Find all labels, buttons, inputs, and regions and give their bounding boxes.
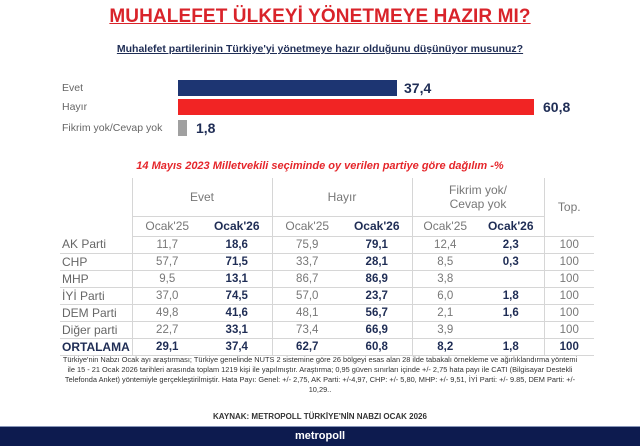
cell: 22,7: [131, 321, 202, 339]
cell: 1,8: [478, 338, 544, 356]
cell-total: 100: [543, 304, 594, 322]
page-title: MUHALEFET ÜLKEYİ YÖNETMEYE HAZIR MI?: [109, 6, 531, 27]
cell: 11,7: [131, 236, 202, 254]
question-subtitle: Muhalefet partilerinin Türkiye'yi yönetm…: [116, 43, 524, 55]
distribution-table: Evet Hayır Fikrim yok/ Cevap yok Top. Oc…: [60, 178, 594, 356]
party-name: AK Parti: [60, 236, 132, 254]
bar-label: Hayır: [62, 101, 88, 113]
cell: 3,8: [411, 270, 478, 288]
cell-total: 100: [543, 270, 594, 288]
cell: 66,9: [342, 321, 412, 339]
total-header: Top.: [543, 178, 594, 237]
party-name: DEM Parti: [60, 304, 132, 322]
cell: 79,1: [342, 236, 412, 254]
table-row: CHP 57,7 71,5 33,7 28,1 8,5 0,3 100: [60, 253, 594, 271]
cell: 18,6: [202, 236, 272, 254]
cell: 9,5: [131, 270, 202, 288]
bar-row-fikrim-yok: Fikrim yok/Cevap yok 1,8: [0, 120, 640, 140]
cell: 6,0: [411, 287, 478, 305]
party-name: Diğer parti: [60, 321, 132, 339]
table-row: AK Parti 11,7 18,6 75,9 79,1 12,4 2,3 10…: [60, 236, 594, 254]
table-corner: [60, 216, 132, 236]
bar-hayir: [178, 99, 534, 115]
cell: 13,1: [202, 270, 272, 288]
cell: [478, 321, 544, 339]
table-row: İYİ Parti 37,0 74,5 57,0 23,7 6,0 1,8 10…: [60, 287, 594, 305]
cell: 37,0: [131, 287, 202, 305]
cell: 37,4: [202, 338, 272, 356]
cell: 75,9: [271, 236, 342, 254]
cell: 28,1: [342, 253, 412, 271]
table-caption: 14 Mayıs 2023 Milletvekili seçiminde oy …: [136, 160, 504, 172]
bar-value: 1,8: [196, 120, 216, 136]
table-row-average: ORTALAMA 29,1 37,4 62,7 60,8 8,2 1,8 100: [60, 338, 594, 356]
cell-total: 100: [543, 338, 594, 356]
subheader: Ocak'26: [342, 216, 412, 237]
cell: 0,3: [478, 253, 544, 271]
table-corner: [60, 178, 132, 216]
group-header-evet: Evet: [131, 178, 272, 217]
cell-total: 100: [543, 236, 594, 254]
subheader: Ocak'26: [202, 216, 272, 237]
cell: 3,9: [411, 321, 478, 339]
cell: 1,8: [478, 287, 544, 305]
party-name: CHP: [60, 253, 132, 271]
cell: 71,5: [202, 253, 272, 271]
bar-row-evet: Evet 37,4: [0, 80, 640, 100]
party-name: MHP: [60, 270, 132, 288]
cell: [478, 270, 544, 288]
cell: 49,8: [131, 304, 202, 322]
group-header-hayir: Hayır: [271, 178, 412, 217]
party-name: İYİ Parti: [60, 287, 132, 305]
brand-logo: metropoll: [294, 430, 346, 442]
cell: 56,7: [342, 304, 412, 322]
table-row: DEM Parti 49,8 41,6 48,1 56,7 2,1 1,6 10…: [60, 304, 594, 322]
group-header-fikrim-yok: Fikrim yok/ Cevap yok: [411, 178, 544, 217]
cell: 12,4: [411, 236, 478, 254]
cell: 86,9: [342, 270, 412, 288]
bar-row-hayir: Hayır 60,8: [0, 99, 640, 119]
cell: 8,2: [411, 338, 478, 356]
cell: 2,3: [478, 236, 544, 254]
cell: 48,1: [271, 304, 342, 322]
cell: 1,6: [478, 304, 544, 322]
cell: 2,1: [411, 304, 478, 322]
cell: 41,6: [202, 304, 272, 322]
cell: 73,4: [271, 321, 342, 339]
cell: 23,7: [342, 287, 412, 305]
cell-total: 100: [543, 321, 594, 339]
cell: 57,7: [131, 253, 202, 271]
bar-value: 60,8: [543, 99, 571, 115]
cell: 33,7: [271, 253, 342, 271]
cell-total: 100: [543, 287, 594, 305]
bar-fikrim-yok: [178, 120, 187, 136]
table-row: Diğer parti 22,7 33,1 73,4 66,9 3,9 100: [60, 321, 594, 339]
cell: 60,8: [342, 338, 412, 356]
subheader: Ocak'25: [271, 216, 342, 237]
subheader: Ocak'26: [478, 216, 544, 237]
methodology-note: Türkiye'nin Nabzı Ocak ayı araştırması; …: [62, 355, 578, 394]
subheader: Ocak'25: [131, 216, 202, 237]
cell: 86,7: [271, 270, 342, 288]
cell: 57,0: [271, 287, 342, 305]
cell: 33,1: [202, 321, 272, 339]
party-name: ORTALAMA: [60, 338, 132, 356]
cell: 29,1: [131, 338, 202, 356]
cell: 8,5: [411, 253, 478, 271]
source-line: KAYNAK: METROPOLL TÜRKİYE'NİN NABZI OCAK…: [213, 412, 427, 421]
bar-value: 37,4: [404, 80, 432, 96]
table-row: MHP 9,5 13,1 86,7 86,9 3,8 100: [60, 270, 594, 288]
footer-brand-bar: metropoll: [0, 426, 640, 446]
cell-total: 100: [543, 253, 594, 271]
bar-label: Evet: [62, 82, 84, 94]
cell: 62,7: [271, 338, 342, 356]
subheader: Ocak'25: [411, 216, 478, 237]
cell: 74,5: [202, 287, 272, 305]
bar-label: Fikrim yok/Cevap yok: [62, 122, 163, 134]
bar-evet: [178, 80, 397, 96]
